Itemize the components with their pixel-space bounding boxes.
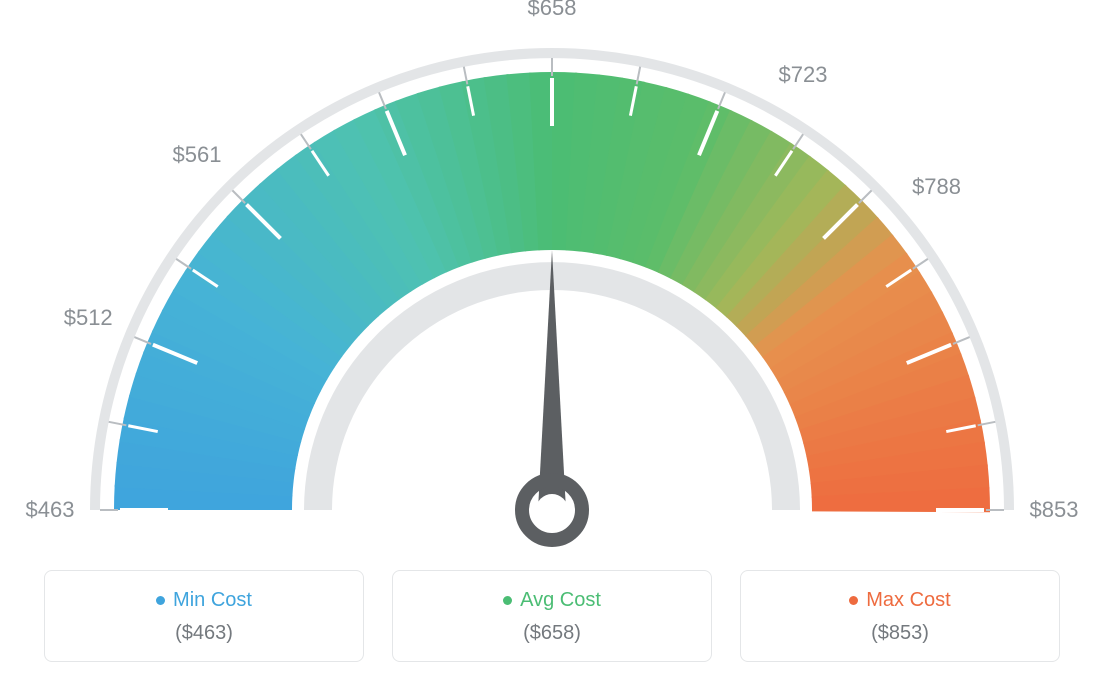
cost-gauge: $463 $512 $561 $658 $723 $788 $853 (0, 0, 1104, 560)
legend-row: Min Cost ($463) Avg Cost ($658) Max Cost… (0, 570, 1104, 662)
legend-avg-value: ($658) (403, 622, 701, 645)
gauge-tick-label: $658 (528, 0, 577, 21)
gauge-svg (0, 0, 1104, 560)
legend-max-value: ($853) (751, 622, 1049, 645)
legend-card-max: Max Cost ($853) (740, 570, 1060, 662)
legend-max-label: Max Cost (866, 589, 950, 612)
legend-min-label: Min Cost (173, 589, 252, 612)
legend-avg-label: Avg Cost (520, 589, 601, 612)
gauge-tick-label: $463 (26, 497, 75, 523)
gauge-tick-label: $723 (779, 62, 828, 88)
dot-icon (503, 596, 512, 605)
gauge-tick-label: $561 (173, 142, 222, 168)
legend-title-avg: Avg Cost (503, 589, 601, 612)
gauge-tick-label: $512 (64, 305, 113, 331)
legend-title-min: Min Cost (156, 589, 252, 612)
legend-card-min: Min Cost ($463) (44, 570, 364, 662)
dot-icon (156, 596, 165, 605)
gauge-tick-label: $788 (912, 174, 961, 200)
gauge-tick-label: $853 (1030, 497, 1079, 523)
dot-icon (849, 596, 858, 605)
legend-title-max: Max Cost (849, 589, 950, 612)
legend-min-value: ($463) (55, 622, 353, 645)
legend-card-avg: Avg Cost ($658) (392, 570, 712, 662)
